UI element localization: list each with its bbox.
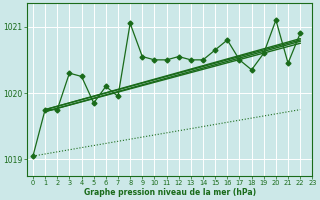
X-axis label: Graphe pression niveau de la mer (hPa): Graphe pression niveau de la mer (hPa): [84, 188, 256, 197]
